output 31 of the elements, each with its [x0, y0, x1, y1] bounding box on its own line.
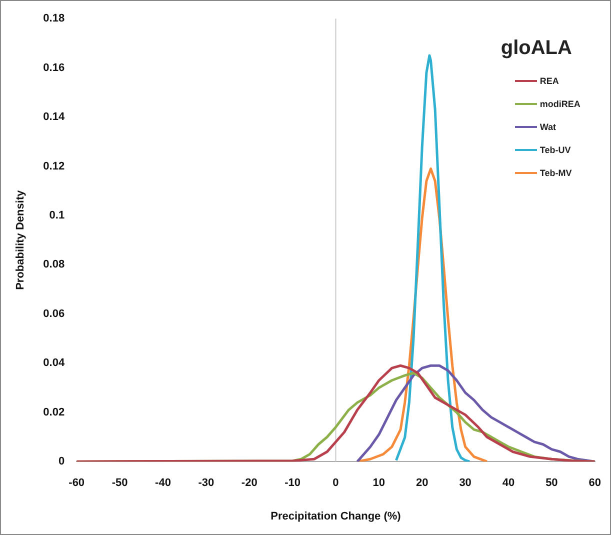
y-tick-label: 0.06: [43, 308, 65, 320]
x-tick-label: -20: [241, 477, 258, 490]
x-tick-label: 30: [459, 477, 472, 490]
legend-label: REA: [540, 76, 559, 86]
legend-label: modiREA: [540, 99, 580, 110]
x-tick-label: -40: [155, 477, 171, 490]
legend-title: gloALA: [500, 36, 573, 60]
x-tick-label: -60: [68, 477, 85, 490]
x-tick-label: 20: [416, 477, 428, 490]
x-tick-label: -30: [198, 477, 214, 490]
x-tick-label: -50: [112, 477, 128, 490]
y-tick-label: 0.14: [43, 111, 66, 124]
x-tick-label: 40: [502, 477, 515, 490]
y-axis-title: Probability Density: [14, 189, 27, 290]
x-tick-label: 0: [332, 477, 339, 490]
legend-label: Wat: [540, 122, 556, 132]
y-tick-label: 0: [58, 456, 65, 468]
legend-label: Teb-UV: [540, 145, 571, 156]
y-tick-label: 0.12: [43, 160, 65, 172]
y-tick-label: 0.18: [43, 12, 65, 25]
y-tick-label: 0.04: [43, 357, 66, 370]
x-tick-label: 50: [546, 477, 558, 490]
y-tick-label: 0.16: [43, 62, 65, 74]
x-tick-label: 60: [588, 477, 602, 490]
y-tick-label: 0.1: [49, 210, 65, 222]
x-axis-title: Precipitation Change (%): [270, 510, 402, 522]
y-tick-label: 0.08: [43, 258, 65, 271]
y-tick-label: 0.02: [43, 406, 65, 418]
legend-label: Teb-MV: [540, 168, 572, 178]
x-tick-label: -10: [284, 477, 301, 490]
x-tick-label: 10: [372, 477, 386, 490]
